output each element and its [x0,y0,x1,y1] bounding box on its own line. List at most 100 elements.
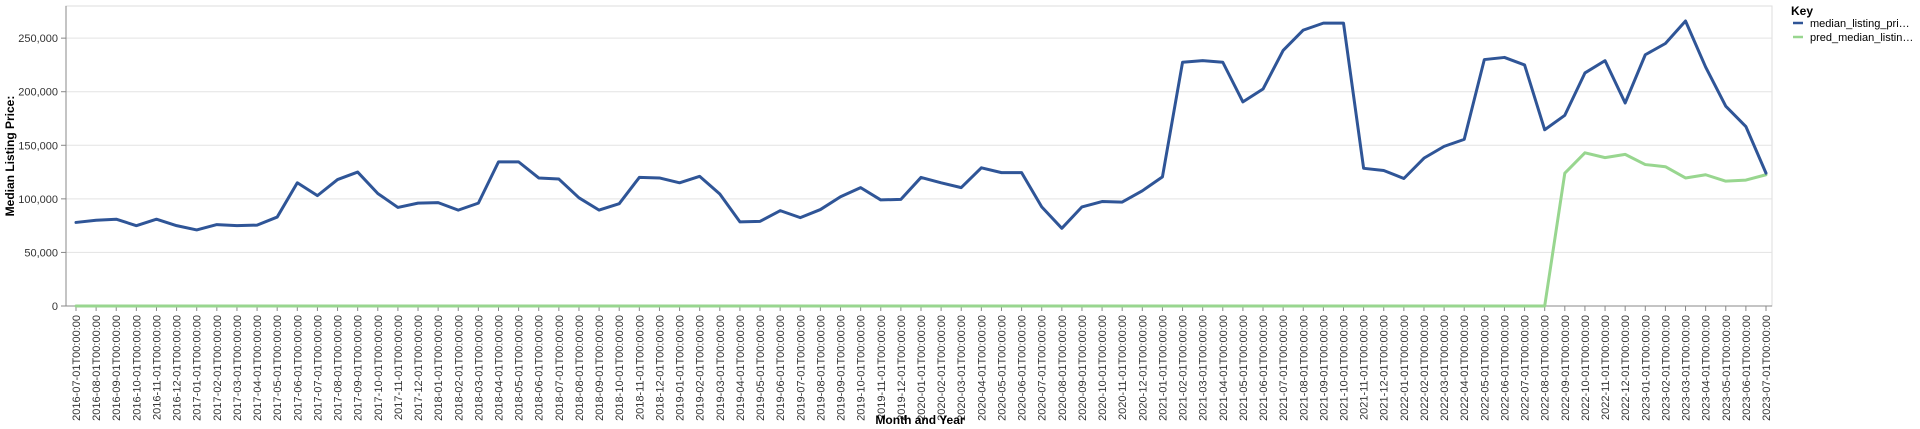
x-tick-label: 2022-07-01T00:00:00 [1520,315,1532,421]
x-tick-label: 2017-09-01T00:00:00 [353,315,365,421]
x-tick-label: 2017-12-01T00:00:00 [413,315,425,421]
x-tick-label: 2023-07-01T00:00:00 [1761,315,1773,421]
x-tick-label: 2017-01-01T00:00:00 [192,315,204,421]
x-tick-label: 2022-10-01T00:00:00 [1580,315,1592,421]
x-tick-label: 2020-04-01T00:00:00 [976,315,988,421]
x-axis: 2016-07-01T00:00:00 2016-08-01T00:00:00 20… [66,305,1773,421]
x-tick-label: 2016-10-01T00:00:00 [131,315,143,421]
x-tick-label: 2020-12-01T00:00:00 [1137,315,1149,421]
y-tick-label: 150,000 [18,140,58,152]
x-tick-label: 2022-12-01T00:00:00 [1620,315,1632,421]
x-tick-label: 2019-12-01T00:00:00 [896,315,908,421]
x-tick-label: 2018-01-01T00:00:00 [433,315,445,421]
x-tick-label: 2017-02-01T00:00:00 [212,315,224,421]
x-tick-label: 2022-05-01T00:00:00 [1479,315,1491,421]
x-tick-label: 2021-07-01T00:00:00 [1278,315,1290,421]
x-tick-label: 2022-11-01T00:00:00 [1600,315,1612,420]
x-tick-label: 2022-08-01T00:00:00 [1540,315,1552,421]
x-tick-label: 2022-06-01T00:00:00 [1499,315,1511,421]
y-axis-title: Median Listing Price: [3,96,17,217]
y-tick-label: 100,000 [18,194,58,206]
x-tick-label: 2023-05-01T00:00:00 [1721,315,1733,421]
x-tick-label: 2018-05-01T00:00:00 [514,315,526,421]
x-tick-label: 2020-01-01T00:00:00 [916,315,928,421]
x-tick-label: 2019-09-01T00:00:00 [836,315,848,421]
plot-frame [65,5,1773,307]
x-tick-label: 2020-05-01T00:00:00 [996,315,1008,421]
x-tick-label: 2020-02-01T00:00:00 [936,315,948,421]
x-tick-label: 2016-11-01T00:00:00 [151,315,163,420]
x-tick-label: 2017-11-01T00:00:00 [393,315,405,420]
x-tick-label: 2018-07-01T00:00:00 [554,315,566,421]
x-tick-label: 2017-04-01T00:00:00 [252,315,264,421]
x-tick-label: 2019-04-01T00:00:00 [735,315,747,421]
x-tick-label: 2023-03-01T00:00:00 [1681,315,1693,421]
x-tick-label: 2017-08-01T00:00:00 [333,315,345,421]
x-tick-label: 2021-08-01T00:00:00 [1298,315,1310,421]
x-tick-label: 2019-10-01T00:00:00 [856,315,868,421]
x-tick-label: 2020-11-01T00:00:00 [1117,315,1129,420]
x-tick-label: 2020-03-01T00:00:00 [956,315,968,421]
x-tick-label: 2018-12-01T00:00:00 [654,315,666,421]
legend-entry: pred_median_listin… [1810,32,1913,44]
x-tick-label: 2017-03-01T00:00:00 [232,315,244,421]
x-tick-label: 2018-02-01T00:00:00 [453,315,465,421]
x-tick-label: 2022-02-01T00:00:00 [1419,315,1431,421]
x-tick-label: 2018-04-01T00:00:00 [494,315,506,421]
x-tick-label: 2022-09-01T00:00:00 [1560,315,1572,421]
x-tick-label: 2022-04-01T00:00:00 [1459,315,1471,421]
x-tick-label: 2019-02-01T00:00:00 [695,315,707,421]
x-tick-label: 2021-02-01T00:00:00 [1178,315,1190,421]
x-tick-label: 2019-03-01T00:00:00 [715,315,727,421]
x-tick-label: 2021-12-01T00:00:00 [1379,315,1391,421]
x-tick-label: 2018-06-01T00:00:00 [534,315,546,421]
y-axis: 0 50,000 100,000 150,000 200,000 250,000 [18,6,67,313]
x-tick-label: 2019-01-01T00:00:00 [675,315,687,421]
series-line-0 [74,19,1768,232]
legend: Key median_listing_pri… pred_median_listi… [1791,4,1913,44]
x-tick-label: 2021-05-01T00:00:00 [1238,315,1250,421]
x-tick-label: 2021-11-01T00:00:00 [1359,315,1371,420]
x-axis-title: Month and Year [875,413,964,427]
series-lines [74,19,1768,308]
x-tick-label: 2017-05-01T00:00:00 [272,315,284,421]
x-tick-label: 2017-10-01T00:00:00 [373,315,385,421]
x-tick-label: 2016-09-01T00:00:00 [111,315,123,421]
x-tick-label: 2020-09-01T00:00:00 [1077,315,1089,421]
x-tick-label: 2019-06-01T00:00:00 [775,315,787,421]
legend-title: Key [1791,4,1813,18]
x-tick-label: 2018-03-01T00:00:00 [473,315,485,421]
x-tick-label: 2023-02-01T00:00:00 [1660,315,1672,421]
series-line-1 [74,151,1768,308]
x-tick-label: 2021-01-01T00:00:00 [1157,315,1169,421]
x-tick-label: 2018-10-01T00:00:00 [614,315,626,421]
x-tick-label: 2020-06-01T00:00:00 [1017,315,1029,421]
x-tick-label: 2021-06-01T00:00:00 [1258,315,1270,421]
y-tick-label: 200,000 [18,87,58,99]
x-tick-label: 2023-01-01T00:00:00 [1640,315,1652,421]
x-tick-label: 2020-08-01T00:00:00 [1057,315,1069,421]
y-tick-label: 0 [52,301,58,313]
x-tick-label: 2021-10-01T00:00:00 [1339,315,1351,421]
legend-entry: median_listing_pri… [1810,18,1910,30]
x-tick-label: 2018-08-01T00:00:00 [574,315,586,421]
x-tick-label: 2023-04-01T00:00:00 [1701,315,1713,421]
x-tick-label: 2019-11-01T00:00:00 [876,315,888,420]
x-tick-label: 2022-03-01T00:00:00 [1439,315,1451,421]
x-tick-label: 2017-06-01T00:00:00 [292,315,304,421]
x-tick-label: 2016-07-01T00:00:00 [71,315,83,421]
x-tick-label: 2019-05-01T00:00:00 [755,315,767,421]
x-tick-label: 2020-10-01T00:00:00 [1097,315,1109,421]
x-tick-label: 2019-08-01T00:00:00 [815,315,827,421]
x-tick-label: 2019-07-01T00:00:00 [795,315,807,421]
gridlines [65,5,1773,307]
y-tick-label: 250,000 [18,33,58,45]
x-tick-label: 2021-04-01T00:00:00 [1218,315,1230,421]
x-tick-label: 2022-01-01T00:00:00 [1399,315,1411,421]
x-tick-label: 2016-08-01T00:00:00 [91,315,103,421]
x-tick-label: 2016-12-01T00:00:00 [172,315,184,421]
x-tick-label: 2018-11-01T00:00:00 [634,315,646,420]
x-tick-label: 2020-07-01T00:00:00 [1037,315,1049,421]
